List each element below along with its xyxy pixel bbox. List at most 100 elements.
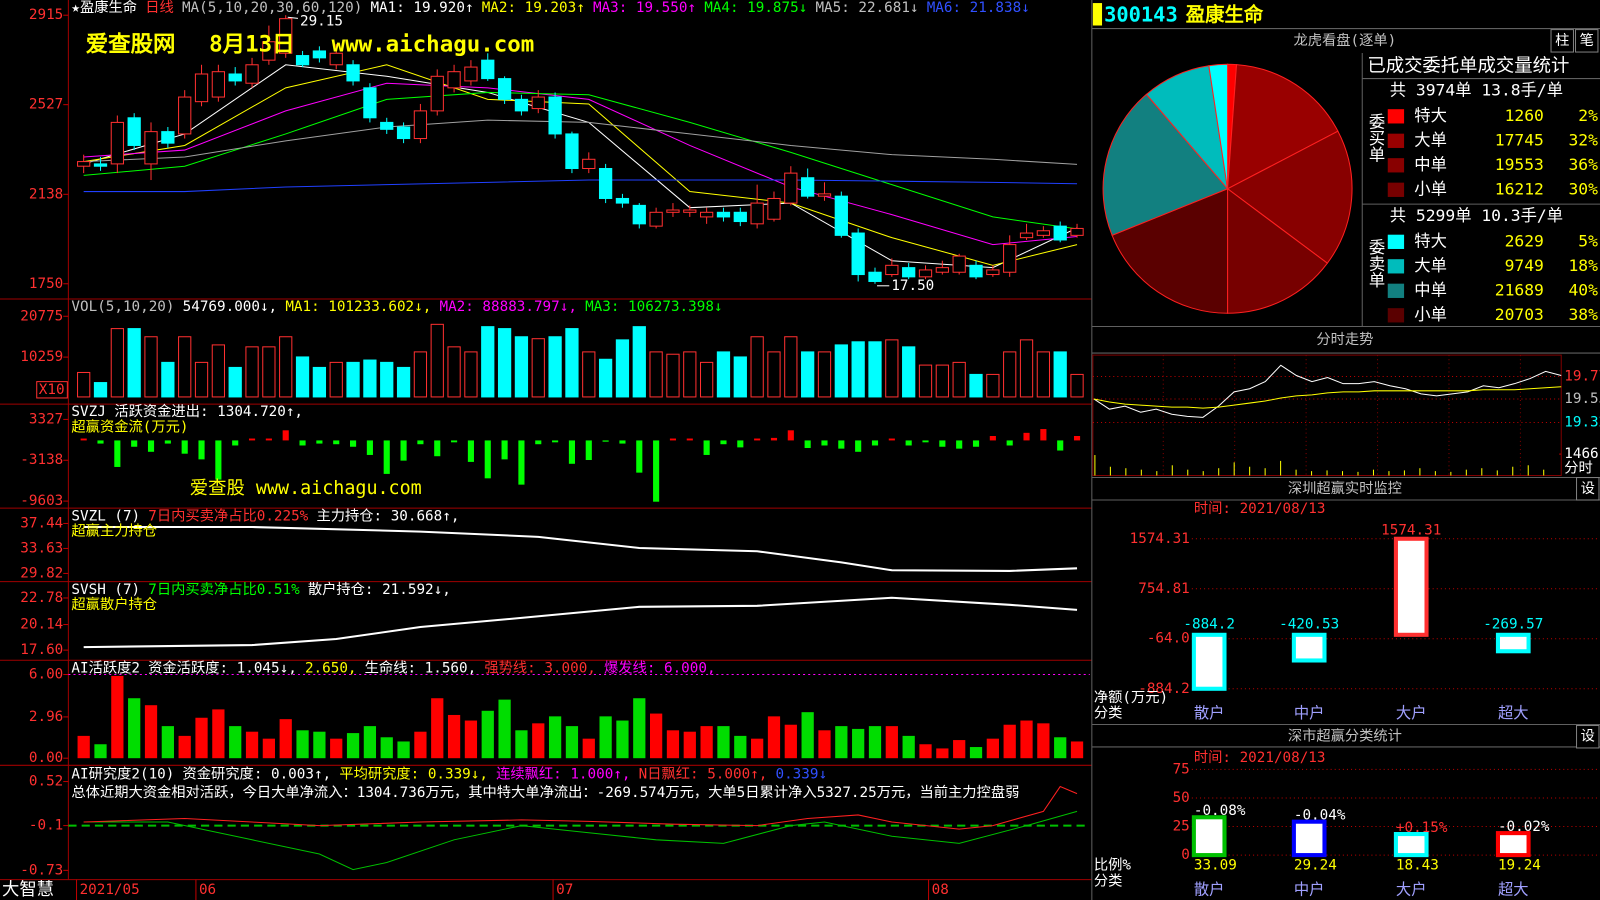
activity-bar [498,699,511,759]
activity-bar [330,738,343,759]
flow-bar [400,440,407,461]
volume-bar [902,346,916,398]
candle-body [464,66,478,82]
candle-body [211,71,225,98]
legend-item: MA3: 106273.398↓ [585,299,722,315]
row-pct: 36% [1568,155,1598,174]
y-tick-label: 0 [1181,847,1190,863]
activity-bar [751,738,764,759]
flow-bar [855,440,862,452]
legend-item: MA1: 19.920↑ [370,0,473,16]
y-tick-label: -884.2 [1138,681,1190,697]
candle-body [93,163,108,167]
activity-bar [666,730,680,759]
y-tick-label: -0.1 [29,818,63,834]
legend-item: MA5: 22.681↓ [815,0,918,16]
button-label: 设 [1581,480,1595,497]
y-tick-label: 33.63 [20,540,63,556]
button[interactable] [1576,477,1600,501]
activity-bar [178,735,191,759]
activity-bar [380,737,393,759]
candle-body [178,96,192,135]
candle-body [363,87,377,119]
flow-bar [80,438,87,441]
flow-bar [972,440,980,447]
flow-bar [535,440,542,445]
ma-line [83,82,1078,246]
legend-item: 强势线: 3.000, [484,659,596,676]
category-label: 散户 [1194,704,1225,722]
flow-bar [164,440,171,444]
legend-item: 54769.000↓, [183,299,277,315]
activity-bar [616,720,629,759]
row-volume: 21689 [1495,280,1544,299]
volume-bar [228,366,242,398]
volume-bar [497,328,512,398]
candle-body [1036,230,1050,236]
bar-value: 18.43 [1396,857,1439,873]
candle-body [582,158,596,170]
candle-body [144,131,158,165]
flow-bar [366,440,373,455]
legend-item: 生命线: 1.560, [365,658,477,676]
group-label: 委买单 [1366,113,1385,162]
flow-bar [316,440,323,444]
candle-body [245,64,259,84]
button[interactable] [1576,725,1600,749]
time-label: 时间: 2021/08/13 [1194,500,1326,517]
classify-bar [1393,831,1429,858]
activity-bar [835,726,848,759]
date-label: 2021/05 [80,882,140,898]
section-title: 龙虎看盘(逐单) [1294,31,1397,49]
legend-item: 资金活跃度: 1.045↓, [148,659,297,676]
volume-bar [481,326,495,398]
section-title: 深圳超赢实时监控 [1288,480,1402,497]
row-pct: 2% [1578,106,1598,125]
flow-bar [956,440,963,449]
y-tick-label: -9603 [20,493,63,509]
candle-body [262,41,276,61]
flow-bar [518,440,525,485]
y-tick-label: 2.96 [29,709,63,725]
activity-bar [599,716,612,759]
y-tick-label: -0.73 [20,862,63,878]
activity-bar [431,698,444,759]
flow-bar [181,440,188,454]
volume-bar [279,336,293,398]
activity-bar [953,740,966,759]
flow-bar [754,438,761,441]
change-label: -0.02% [1498,819,1550,835]
candle-body [413,110,428,140]
row-pct: 38% [1568,305,1598,324]
activity-bar [818,730,831,759]
flow-bar [636,440,643,473]
row-pct: 30% [1568,179,1598,198]
legend-item: 7日内买卖净占比0.51% [148,581,300,598]
candle-body [77,161,91,167]
button[interactable] [1575,29,1599,53]
legend-item: SVZL (7) [71,508,140,524]
button-label: 设 [1581,728,1595,745]
activity-bar [363,726,377,759]
candle-body [817,193,832,197]
legend-item: MA2: 88883.797↓, [439,299,576,315]
candle-body [918,269,933,278]
volume-bar [952,361,966,398]
axis-title: 净额(万元) [1094,689,1168,706]
volume-bar [750,336,764,398]
volume-bar [262,346,276,398]
button[interactable] [1550,29,1574,53]
volume-bar [93,382,108,398]
candle-body [750,202,764,225]
y-tick-label: 50 [1173,790,1190,806]
legend-item: 爆发线: 6.000, [604,659,716,676]
volume-bar [194,361,209,398]
summary: 总体近期大资金相对活跃，今日大单净流入：1304.736万元，其中特大单净流出：… [71,783,1019,801]
y-tick-label: 1750 [29,276,63,292]
activity-bar [515,730,528,759]
candle-body [1019,232,1034,239]
activity-bar [161,726,174,759]
legend-item: MA1: 101233.602↓, [285,299,431,315]
candle-body [380,121,394,130]
legend-item: 主力持仓: 30.668↑, [316,507,459,524]
